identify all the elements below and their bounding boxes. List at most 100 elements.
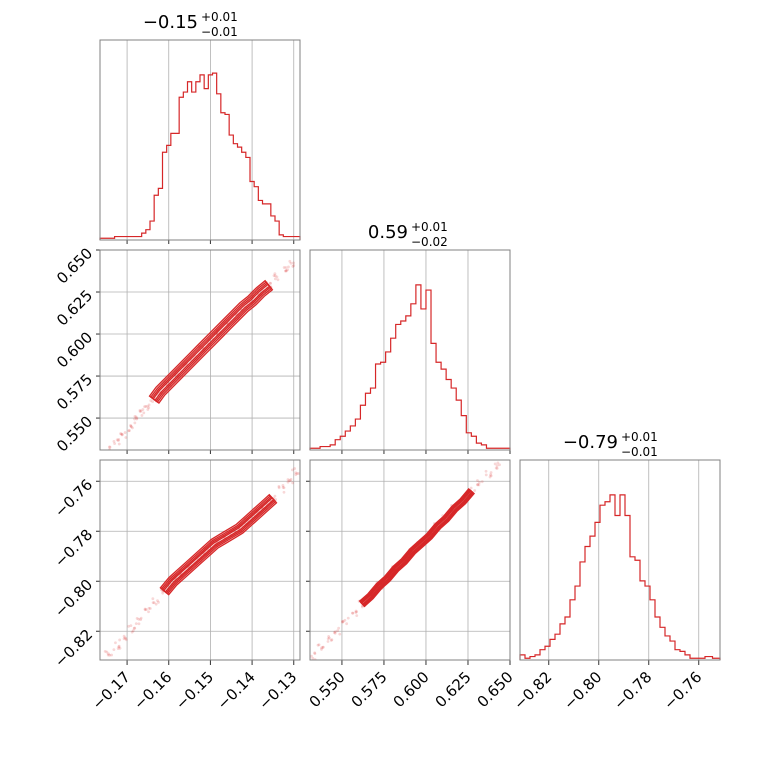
scatter-point (108, 653, 112, 657)
scatter-point (137, 617, 141, 621)
scatter-point (354, 611, 358, 614)
scatter-point (119, 432, 123, 436)
contour-level-3 (162, 496, 275, 593)
scatter-point (124, 638, 128, 642)
scatter-point (281, 483, 285, 487)
scatter-point (329, 638, 333, 642)
scatter-point (273, 272, 277, 276)
scatter-point (108, 450, 111, 453)
y-tick-label: 0.650 (53, 244, 96, 287)
scatter-point (131, 629, 135, 633)
scatter-point (326, 637, 330, 641)
scatter-point (281, 485, 285, 489)
scatter-point (142, 411, 146, 415)
scatter-point (108, 445, 112, 449)
scatter-point (480, 480, 484, 484)
scatter-point (484, 469, 488, 473)
scatter-point (489, 471, 493, 474)
scatter-point (148, 607, 152, 610)
scatter-point (157, 600, 160, 604)
scatter-point (122, 637, 126, 641)
contour-level-1 (160, 494, 277, 595)
scatter-point (134, 415, 138, 419)
x-tick-label: 0.650 (474, 668, 517, 711)
scatter-point (269, 281, 273, 285)
scatter-point (341, 620, 345, 623)
scatter-point (112, 439, 116, 443)
scatter-point (273, 277, 277, 281)
scatter-point (146, 404, 149, 408)
scatter-point (288, 259, 292, 263)
scatter-point (273, 274, 277, 278)
scatter-point (273, 494, 277, 498)
scatter-point (484, 473, 488, 477)
x-tick-label: 0.575 (348, 668, 391, 711)
histogram-1 (309, 284, 511, 450)
y-tick-label: −0.76 (51, 476, 96, 521)
scatter-point (341, 620, 344, 624)
scatter-point (327, 636, 331, 640)
scatter-point (291, 481, 295, 485)
scatter-point (275, 275, 279, 279)
scatter-point (295, 472, 299, 475)
scatter-point (123, 636, 127, 640)
scatter-point (351, 611, 354, 615)
param-title-plus-0: +0.01 (201, 10, 238, 24)
scatter-point (287, 265, 290, 269)
scatter-point (321, 645, 325, 649)
panel-frame (309, 459, 511, 661)
scatter-point (138, 409, 142, 412)
panel-2d-p1_p0 (105, 259, 296, 453)
scatter-point (147, 403, 151, 407)
scatter-point (152, 601, 156, 605)
scatter-point (117, 438, 121, 441)
scatter-point (341, 620, 344, 623)
scatter-point (321, 645, 325, 649)
scatter-point (277, 484, 281, 488)
scatter-point (276, 278, 280, 282)
param-title-0: −0.15 (143, 12, 198, 33)
scatter-point (133, 415, 137, 418)
scatter-point (320, 648, 323, 651)
scatter-point (123, 431, 127, 434)
scatter-point (313, 651, 317, 655)
scatter-point (330, 638, 334, 642)
y-tick-label: 0.550 (53, 412, 96, 455)
content-layer (99, 72, 721, 660)
x-tick-label: −0.16 (130, 668, 175, 713)
scatter-point (144, 608, 148, 611)
scatter-point (333, 631, 337, 635)
param-title-minus-1: −0.02 (411, 235, 448, 249)
scatter-point (495, 466, 499, 470)
contour-level-1 (359, 488, 475, 607)
histogram-0 (99, 72, 301, 240)
panel-2d-p2_p1 (310, 461, 501, 660)
scatter-point (284, 269, 287, 273)
scatter-point (139, 616, 143, 620)
scatter-point (103, 649, 107, 653)
x-tick-label: 0.600 (390, 668, 433, 711)
scatter-point (129, 425, 133, 429)
param-title-plus-2: +0.01 (621, 430, 658, 444)
scatter-point (147, 606, 151, 610)
scatter-point (137, 622, 141, 626)
panel-frame (99, 249, 301, 451)
scatter-point (351, 611, 355, 615)
scatter-point (130, 630, 134, 634)
y-tick-label: −0.80 (51, 576, 96, 621)
scatter-point (156, 599, 159, 603)
scatter-point (282, 490, 286, 494)
scatter-point (289, 261, 293, 265)
scatter-point (129, 424, 133, 428)
scatter-point (112, 648, 116, 652)
scatter-point (114, 641, 117, 645)
panel-frame (519, 459, 721, 661)
scatter-point (117, 442, 121, 446)
scatter-point (143, 607, 147, 611)
scatter-point (288, 479, 292, 483)
scatter-point (268, 281, 272, 285)
scatter-point (494, 466, 498, 470)
scatter-point (124, 637, 128, 640)
contour-level-2 (151, 282, 272, 403)
scatter-point (337, 626, 341, 630)
